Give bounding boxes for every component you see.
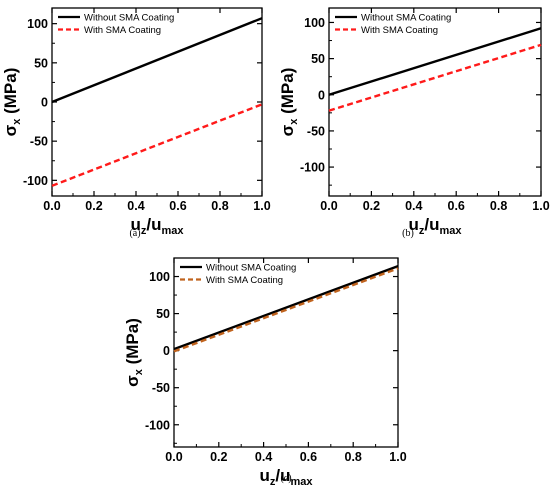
y-axis-symbol: σ xyxy=(1,124,20,136)
x-tick-label: 0.4 xyxy=(127,199,144,213)
y-tick-label: -50 xyxy=(307,124,325,138)
y-axis-unit: (MPa) xyxy=(278,68,297,119)
series-line-without-coating xyxy=(328,27,542,96)
panel-caption: (b) xyxy=(402,228,414,239)
x-tick-label: 0.0 xyxy=(165,450,182,464)
x-axis-subscript: z xyxy=(270,476,276,486)
y-tick-label: 100 xyxy=(27,17,48,31)
legend-label: Without SMA Coating xyxy=(206,263,296,274)
series-line-with-coating xyxy=(51,103,263,187)
legend-label: Without SMA Coating xyxy=(84,13,174,24)
y-tick-label: -100 xyxy=(300,161,325,175)
y-axis-symbol: σ xyxy=(123,375,142,387)
x-axis-mid: /u xyxy=(275,466,290,485)
x-axis-subscript: z xyxy=(419,225,425,237)
x-tick-label: 1.0 xyxy=(253,199,270,213)
y-axis-subscript: x xyxy=(11,118,23,125)
y-axis-subscript: x xyxy=(133,368,145,375)
x-tick-label: 0.6 xyxy=(169,199,186,213)
x-tick-label: 0.2 xyxy=(210,450,227,464)
series-line-with-coating xyxy=(173,267,399,353)
x-axis-title: uz/umax xyxy=(259,466,313,486)
x-tick-label: 0.2 xyxy=(363,199,380,213)
x-tick-label: 0.0 xyxy=(43,199,60,213)
chart-panel-a: 0.0 0.2 0.4 0.6 0.8 1.0 100 50 0 -50 -100 Without S… xyxy=(1,7,271,239)
x-axis-mid: /u xyxy=(424,215,439,234)
x-tick-label: 0.2 xyxy=(85,199,102,213)
y-tick-label: 0 xyxy=(318,88,325,102)
legend-label: With SMA Coating xyxy=(361,25,438,36)
x-tick-label: 0.0 xyxy=(320,199,337,213)
panel-caption: (c) xyxy=(280,473,291,484)
x-tick-label: 0.4 xyxy=(255,450,272,464)
legend-label: Without SMA Coating xyxy=(361,13,451,24)
x-axis-mid: /u xyxy=(146,215,161,234)
y-tick-label: 100 xyxy=(304,16,325,30)
y-tick-label: 0 xyxy=(163,344,170,358)
y-tick-label: -50 xyxy=(152,381,170,395)
plot-frame xyxy=(173,257,399,448)
x-axis-title: uz/umax xyxy=(408,215,462,237)
x-axis-subscript-max: max xyxy=(439,225,462,237)
x-axis-base: u xyxy=(259,466,269,485)
series-line-without-coating xyxy=(173,265,399,351)
x-tick-label: 0.6 xyxy=(448,199,465,213)
chart-panel-b: 0.0 0.2 0.4 0.6 0.8 1.0 100 50 0 -50 -100 Without S… xyxy=(278,7,550,239)
y-axis-unit: (MPa) xyxy=(123,318,142,369)
chart-panel-c: 0.0 0.2 0.4 0.6 0.8 1.0 100 50 0 -50 -100 Without S… xyxy=(123,257,407,486)
y-tick-label: 0 xyxy=(41,96,48,110)
x-tick-label: 0.8 xyxy=(490,199,507,213)
x-tick-label: 0.6 xyxy=(300,450,317,464)
y-axis-unit: (MPa) xyxy=(1,68,20,119)
y-axis-symbol: σ xyxy=(278,124,297,136)
legend-label: With SMA Coating xyxy=(206,275,283,286)
y-axis-title: σx (MPa) xyxy=(278,68,300,137)
x-axis-subscript: z xyxy=(141,225,147,237)
x-axis-base: u xyxy=(130,215,140,234)
y-tick-label: 50 xyxy=(311,52,325,66)
series-line-without-coating xyxy=(51,17,263,104)
y-tick-label: -100 xyxy=(145,418,170,432)
x-axis-title: uz/umax xyxy=(130,215,184,237)
y-tick-label: 50 xyxy=(34,56,48,70)
y-axis-subscript: x xyxy=(288,118,300,125)
x-axis-base: u xyxy=(408,215,418,234)
y-axis-title: σx (MPa) xyxy=(123,318,145,387)
panel-caption: (a) xyxy=(129,228,140,239)
y-tick-label: 100 xyxy=(149,270,170,284)
y-tick-label: -100 xyxy=(23,174,48,188)
x-tick-label: 1.0 xyxy=(389,450,406,464)
x-tick-label: 0.4 xyxy=(405,199,422,213)
y-axis-title: σx (MPa) xyxy=(1,68,23,137)
x-axis-subscript-max: max xyxy=(290,476,313,486)
x-axis-subscript-max: max xyxy=(161,225,184,237)
x-tick-label: 0.8 xyxy=(211,199,228,213)
y-tick-label: -50 xyxy=(30,135,48,149)
y-tick-label: 50 xyxy=(156,307,170,321)
x-tick-label: 1.0 xyxy=(532,199,549,213)
plot-frame xyxy=(51,7,263,197)
legend-label: With SMA Coating xyxy=(84,25,161,36)
series-line-with-coating xyxy=(328,43,542,112)
x-tick-label: 0.8 xyxy=(345,450,362,464)
